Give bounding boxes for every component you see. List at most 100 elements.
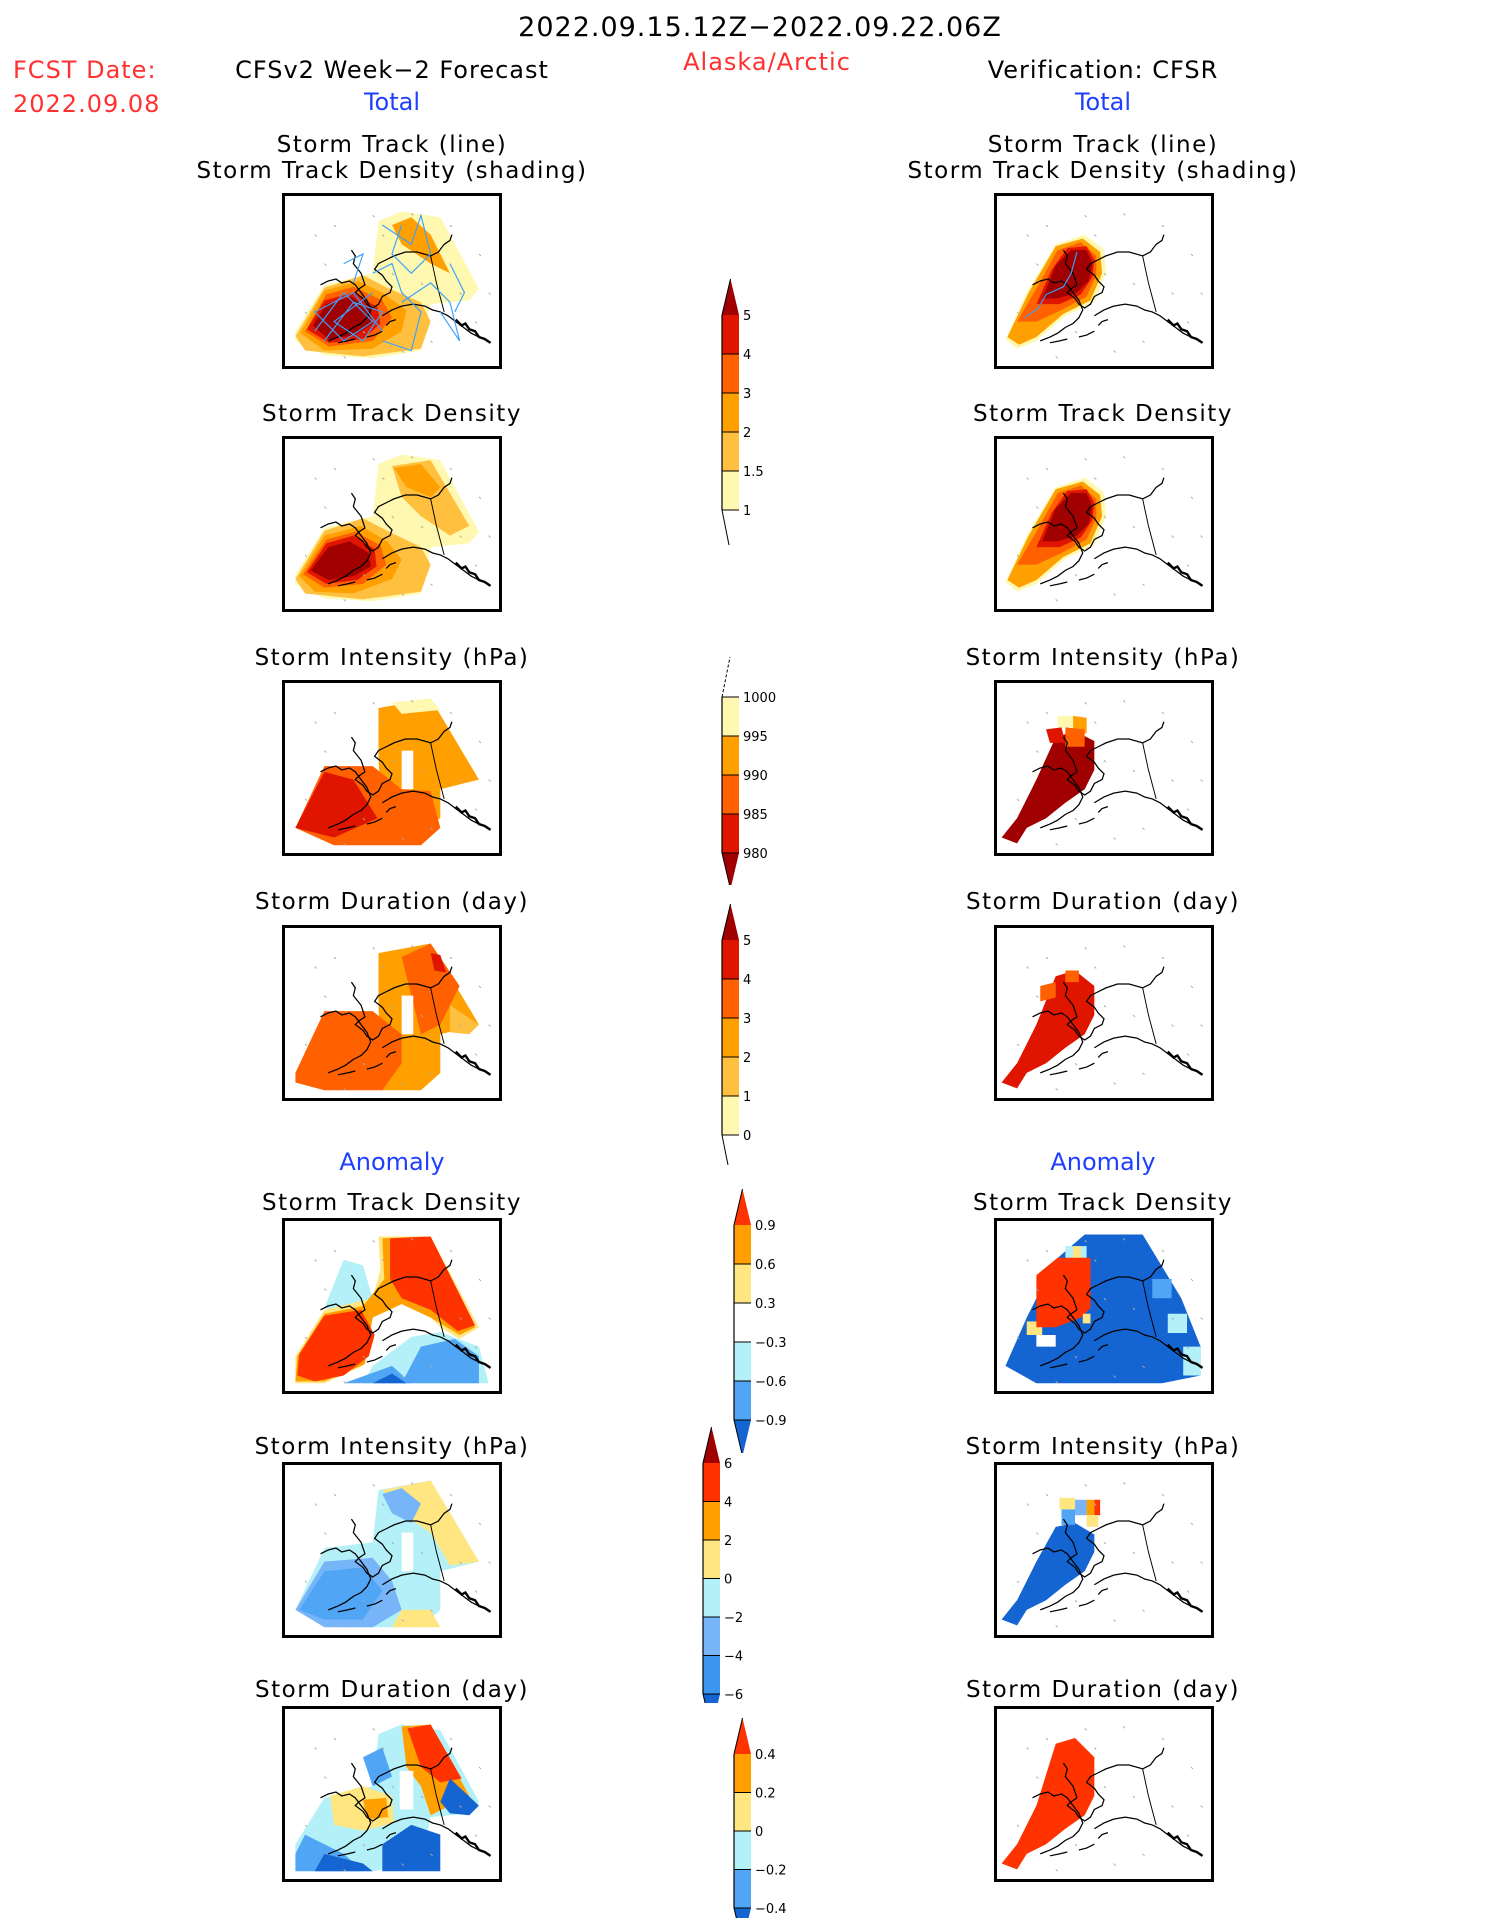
colorbar-tick-label: 0.2 xyxy=(755,1787,776,1802)
grid-mark xyxy=(420,525,424,529)
colorbar-segment xyxy=(722,940,739,979)
grid-mark xyxy=(324,263,327,266)
grid-mark xyxy=(410,945,414,948)
obs-anom-duration-title: Storm Duration (day) xyxy=(966,1677,1240,1703)
grid-mark xyxy=(488,1024,491,1027)
colorbar-total-duration: 5 4 3 2 1 0 xyxy=(712,885,832,1176)
storm-track-line xyxy=(343,252,365,284)
obs-track-map xyxy=(994,193,1214,369)
grid-mark xyxy=(1122,1726,1126,1729)
grid-mark xyxy=(1122,945,1126,948)
obs-intensity-svg xyxy=(1001,700,1204,846)
obs-anom-intensity-svg xyxy=(1001,1482,1204,1628)
grid-mark xyxy=(459,779,462,782)
shaded-region xyxy=(1001,1737,1095,1870)
colorbar-anom-duration: 0.4 0.2 0 −0.2 −0.4 xyxy=(724,1688,844,1925)
grid-mark xyxy=(391,1297,395,1301)
grid-mark xyxy=(1161,1249,1165,1253)
grid-mark xyxy=(333,1493,337,1497)
grid-mark xyxy=(1045,467,1049,471)
grid-mark xyxy=(430,1609,433,1613)
grid-mark xyxy=(1045,711,1049,715)
colorbar-arrow-bottom xyxy=(722,853,739,889)
grid-mark xyxy=(1093,1747,1097,1750)
grid-mark xyxy=(420,1795,424,1799)
shaded-region xyxy=(407,1724,462,1783)
grid-mark xyxy=(401,350,404,353)
coastline xyxy=(382,1035,489,1074)
grid-mark xyxy=(333,224,337,228)
shaded-region xyxy=(310,541,371,581)
grid-mark xyxy=(372,946,375,950)
grid-mark xyxy=(401,1082,404,1085)
grid-mark xyxy=(1103,272,1107,276)
grid-mark xyxy=(362,573,366,577)
shaded-region xyxy=(1167,1313,1188,1334)
grid-mark xyxy=(478,1522,482,1526)
colorbar-svg: 1000 995 990 985 980 xyxy=(721,656,776,890)
coastline xyxy=(382,1572,489,1611)
shaded-region xyxy=(392,698,441,714)
grid-mark xyxy=(430,583,433,587)
grid-mark xyxy=(1200,1317,1203,1320)
grid-mark xyxy=(1142,340,1145,344)
colorbar-tick-label: 3 xyxy=(743,1012,751,1027)
grid-mark xyxy=(430,1853,433,1857)
grid-mark xyxy=(1132,525,1136,529)
storm-track-line xyxy=(313,291,383,342)
grid-mark xyxy=(420,1307,424,1311)
grid-mark xyxy=(362,1355,366,1359)
grid-mark xyxy=(1113,1082,1116,1085)
grid-mark xyxy=(1074,330,1078,334)
fcst-track-title-1: Storm Track (line) xyxy=(276,132,508,158)
colorbar-tick-label: 2 xyxy=(724,1534,732,1549)
grid-mark xyxy=(420,282,424,286)
grid-mark xyxy=(324,1776,327,1779)
grid-mark xyxy=(1074,1355,1078,1359)
grid-mark xyxy=(1190,740,1194,744)
grid-mark xyxy=(410,1726,414,1729)
grid-mark xyxy=(1084,1483,1087,1487)
colorbar-tick-label: −0.3 xyxy=(755,1336,787,1351)
fcst-track-svg xyxy=(295,211,492,359)
shaded-region xyxy=(1086,1515,1099,1527)
coastline xyxy=(454,318,492,344)
colorbar-anom-density: 0.9 0.6 0.3 −0.3 −0.6 −0.9 xyxy=(724,1173,844,1457)
colorbar-segment xyxy=(722,736,739,775)
grid-mark xyxy=(449,956,453,960)
shaded-region xyxy=(314,1853,373,1872)
shaded-region xyxy=(1061,1509,1076,1525)
colorbar-total-intensity: 1000 995 990 985 980 xyxy=(712,645,832,890)
grid-mark xyxy=(1142,1365,1145,1369)
grid-mark xyxy=(449,1249,453,1253)
grid-mark xyxy=(1045,1737,1049,1741)
colorbar-tick-label: −2 xyxy=(724,1611,743,1626)
grid-mark xyxy=(488,1317,491,1320)
grid-mark xyxy=(1016,1336,1020,1340)
obs-anom-density-svg xyxy=(1005,1234,1204,1384)
coastline xyxy=(1094,790,1201,829)
grid-mark xyxy=(1055,1868,1058,1872)
coastline xyxy=(1166,1343,1204,1369)
grid-mark xyxy=(343,1624,346,1628)
border-line xyxy=(430,255,445,313)
colorbar-tick-label: −6 xyxy=(724,1688,743,1703)
fcst-track-title-2: Storm Track Density (shading) xyxy=(196,158,588,184)
coastline xyxy=(1032,278,1084,342)
grid-mark xyxy=(1055,355,1058,359)
colorbar-segment xyxy=(722,1057,739,1096)
colorbar-tick-label: 1000 xyxy=(743,691,776,706)
colorbar-tick-label: 2 xyxy=(743,426,751,441)
grid-mark xyxy=(1074,1843,1078,1847)
colorbar-tick-label: 2 xyxy=(743,1051,751,1066)
border-line xyxy=(1142,1280,1157,1338)
grid-mark xyxy=(372,1483,375,1487)
coastline xyxy=(1166,1831,1204,1857)
shaded-region xyxy=(372,1373,407,1384)
grid-mark xyxy=(401,1863,404,1866)
colorbar-segment xyxy=(703,1540,720,1579)
shaded-region xyxy=(324,1259,373,1314)
colorbar-anom-intensity: 6 4 2 0 −2 −4 −6 xyxy=(693,1403,813,1731)
grid-mark xyxy=(1093,966,1097,969)
border-line xyxy=(1142,1524,1157,1582)
